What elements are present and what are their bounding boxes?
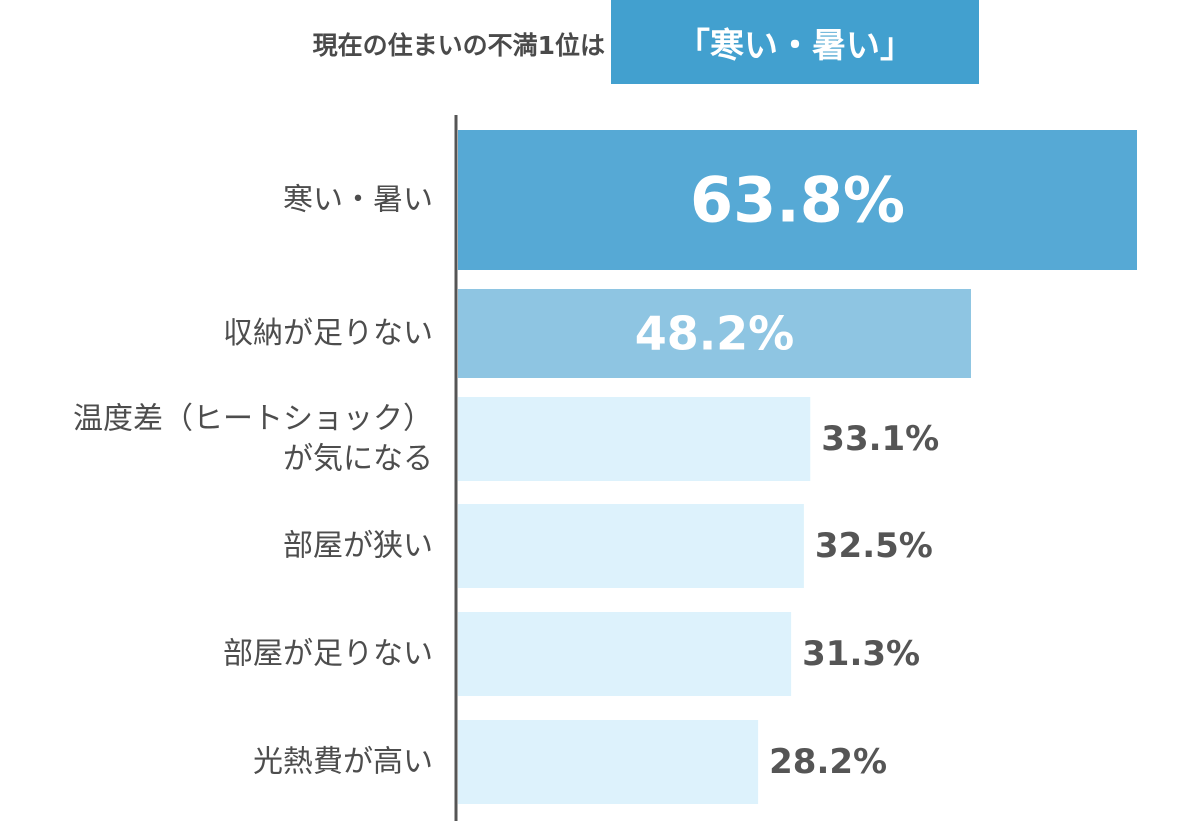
headline-highlight-box: 「寒い・暑い」 xyxy=(611,0,979,84)
headline-text: 現在の住まいの不満1位は xyxy=(312,31,605,60)
bar xyxy=(458,289,971,378)
value-label: 33.1% xyxy=(821,419,939,459)
chart-headline: 現在の住まいの不満1位は 「寒い・暑い」 xyxy=(0,0,1190,100)
value-label: 63.8% xyxy=(690,164,905,237)
value-label: 28.2% xyxy=(769,742,887,782)
bar xyxy=(458,397,811,481)
category-label: 部屋が狭い xyxy=(283,529,433,564)
bars-group xyxy=(458,130,1137,804)
category-label: 寒い・暑い xyxy=(283,183,433,218)
value-label: 32.5% xyxy=(815,526,933,566)
category-label: が気になる xyxy=(283,442,433,477)
category-label: 温度差（ヒートショック） xyxy=(73,402,433,437)
category-label: 収納が足りない xyxy=(223,316,433,351)
headline-highlight-text: 「寒い・暑い」 xyxy=(676,25,914,66)
bar xyxy=(458,612,792,696)
bar xyxy=(458,504,804,588)
value-labels-group: 63.8% 48.2% 33.1% 32.5% 31.3% 28.2% xyxy=(635,164,940,783)
bar xyxy=(458,720,759,804)
value-label: 48.2% xyxy=(635,307,795,361)
value-label: 31.3% xyxy=(802,634,920,674)
category-label: 部屋が足りない xyxy=(223,637,433,672)
bar xyxy=(458,130,1137,270)
category-label: 光熱費が高い xyxy=(253,745,433,780)
